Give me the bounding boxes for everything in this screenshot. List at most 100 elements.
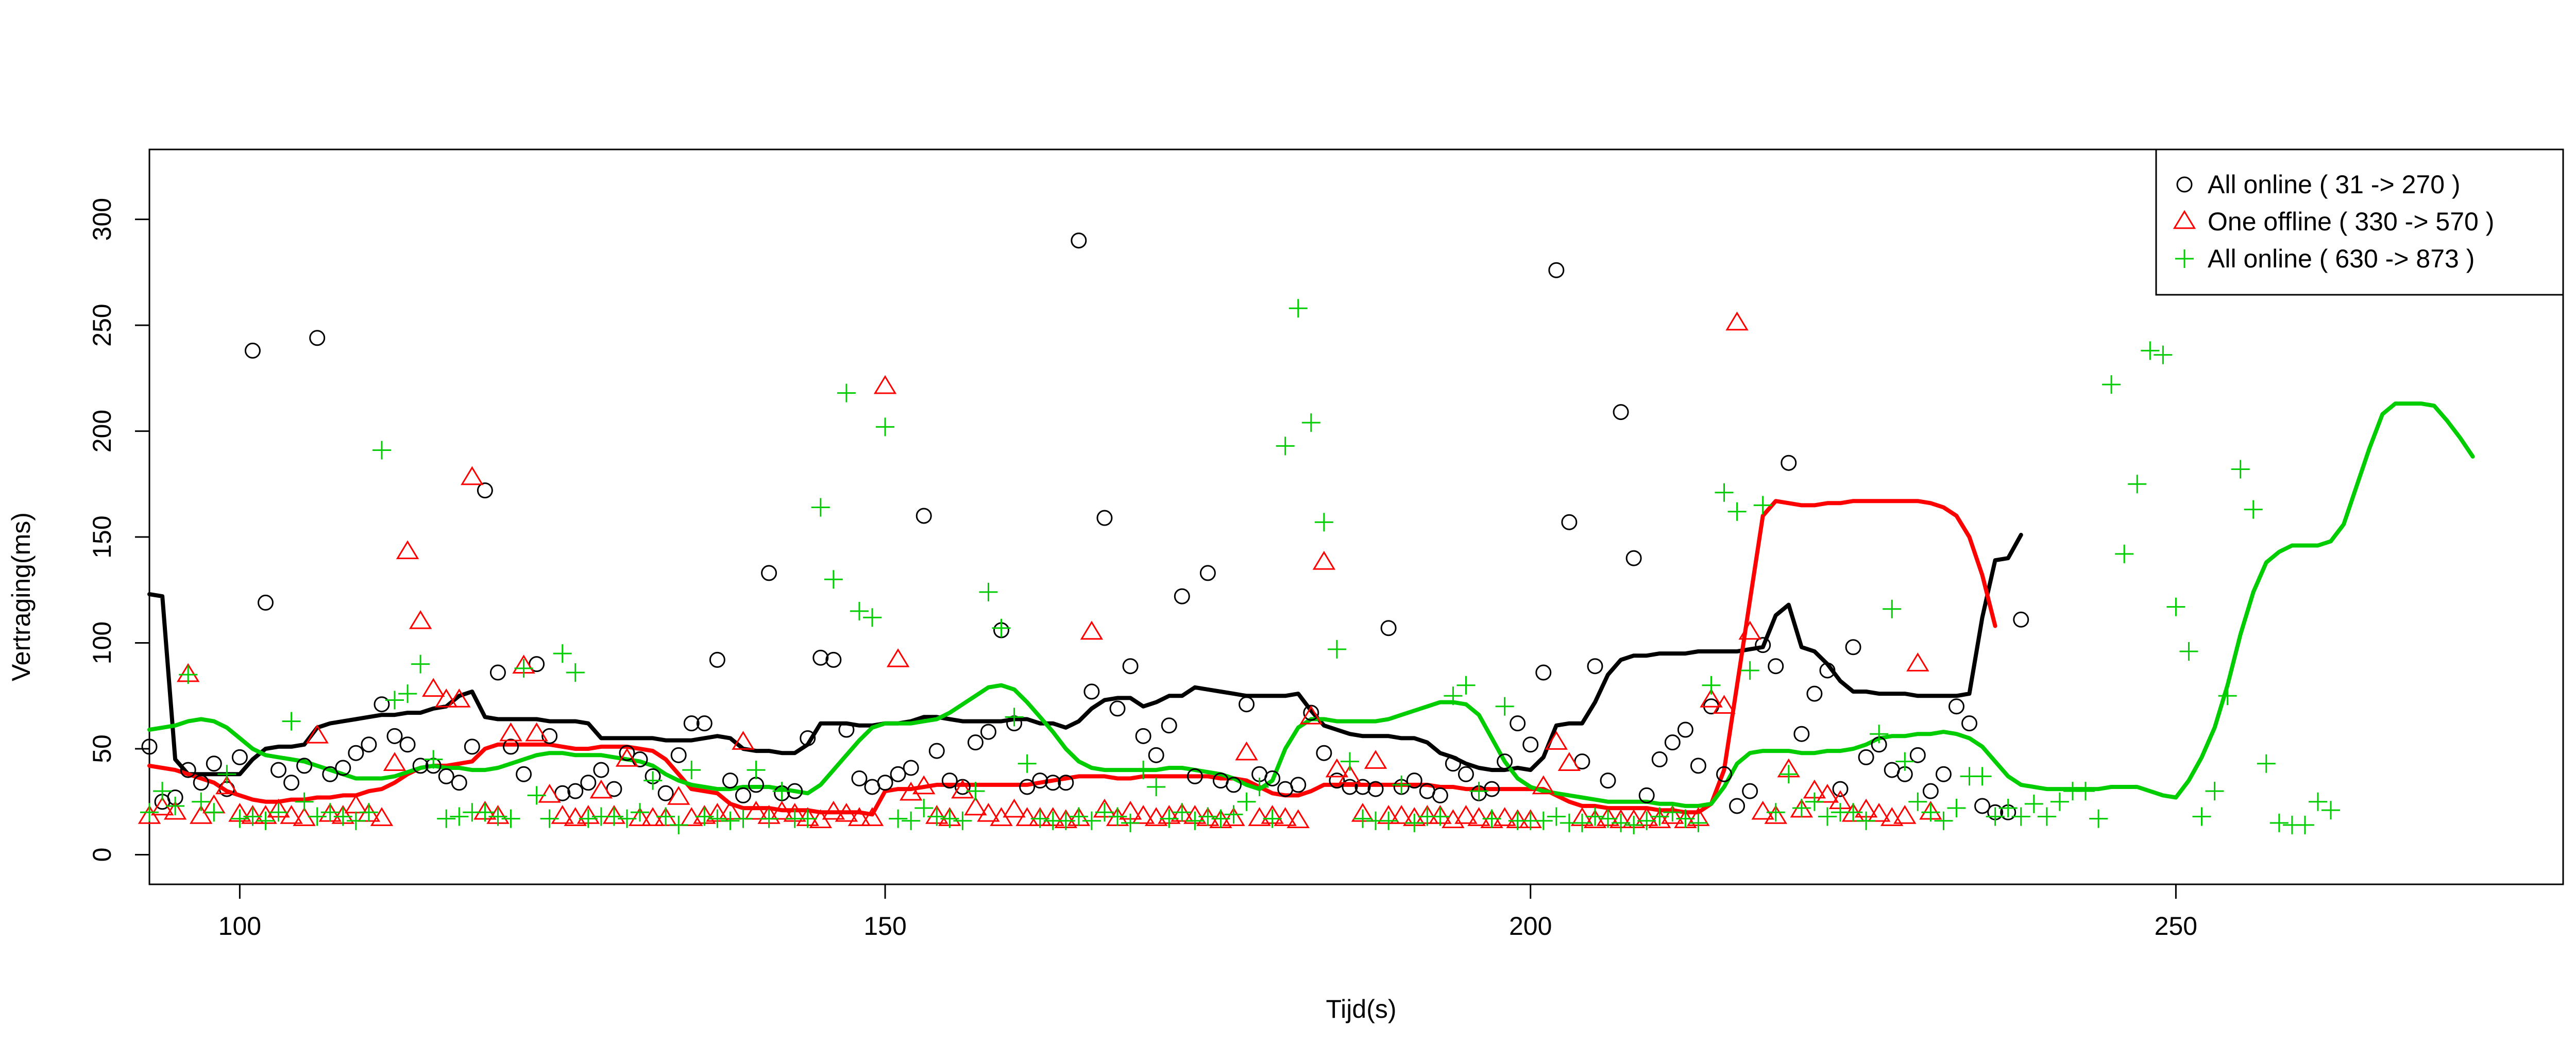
- series-2-point: [1015, 807, 1039, 826]
- series-3-point: [1224, 805, 1243, 824]
- series-3-point: [385, 691, 404, 710]
- series-2-point: [1713, 695, 1736, 714]
- series-3-point: [902, 811, 921, 830]
- series-3-point: [269, 803, 288, 822]
- series-3-point: [966, 782, 985, 801]
- series-1-point: [374, 696, 390, 713]
- series-1-point: [1445, 755, 1461, 772]
- axes-layer: 100 150 200 250 0 50 100 150 200 250 300: [88, 148, 2564, 941]
- y-tick-label: 0: [88, 848, 116, 862]
- series-3-point: [2321, 801, 2341, 820]
- series-1-point: [890, 766, 906, 782]
- series-3-point: [656, 807, 675, 826]
- series-3-point: [889, 809, 908, 828]
- series-3-point: [450, 807, 469, 826]
- series-3-point: [979, 582, 998, 601]
- series-1-point: [541, 728, 558, 744]
- series-2-point: [1389, 805, 1413, 824]
- series-1-point: [1625, 550, 1642, 566]
- series-3-point: [876, 417, 895, 436]
- series-1-point: [1909, 747, 1926, 763]
- series-3-point: [2218, 686, 2237, 706]
- series-1-point: [1432, 787, 1448, 803]
- series-1-point: [1367, 781, 1384, 797]
- series-3-point: [1715, 483, 1734, 502]
- series-3-point: [411, 654, 430, 674]
- series-2-point: [461, 466, 484, 485]
- legend-label-2: One offline ( 330 -> 570 ): [2208, 207, 2494, 236]
- series-3-point: [1379, 811, 1398, 830]
- series-3-point: [1005, 708, 1024, 727]
- series-3-point: [1766, 803, 1785, 822]
- series-1-point: [1948, 698, 1964, 715]
- series-2-point: [744, 800, 768, 820]
- series-2-point: [1906, 652, 1929, 671]
- series-3-point: [1431, 807, 1450, 826]
- series-1-point: [1161, 717, 1177, 734]
- series-3-point: [1198, 807, 1217, 826]
- series-1-point: [1329, 772, 1345, 789]
- series-2-point: [1325, 758, 1349, 778]
- legend: All online ( 31 -> 270 ) One offline ( 33…: [2155, 148, 2564, 296]
- series-3-point: [2141, 341, 2160, 360]
- legend-marker-1: [2176, 176, 2193, 193]
- series-1-point: [438, 768, 454, 784]
- series-3-point: [1134, 761, 1153, 780]
- series-1-point: [1832, 781, 1849, 797]
- series-3-point: [1250, 777, 1269, 796]
- series-2-point: [1532, 775, 1555, 795]
- series-3-point: [333, 807, 352, 826]
- series-3-point: [514, 659, 533, 678]
- series-3-point: [2128, 475, 2147, 494]
- series-3-point: [1934, 811, 1953, 830]
- series-3-point: [1753, 496, 1772, 515]
- series-3-point: [501, 809, 520, 828]
- series-1-point: [231, 749, 248, 765]
- series-1-point: [709, 651, 725, 668]
- y-tick-label: 250: [88, 304, 116, 346]
- data-points: [138, 232, 2341, 834]
- series-1-point: [1806, 685, 1823, 702]
- series-3-point: [1289, 299, 1308, 318]
- series-1-point: [1561, 514, 1578, 530]
- series-3-point: [1689, 813, 1708, 832]
- series-3-point: [1844, 803, 1863, 822]
- series-3-point: [2011, 807, 2030, 826]
- series-2-point: [860, 807, 884, 826]
- series-3-point: [1405, 813, 1424, 832]
- series-1-point: [877, 775, 893, 791]
- series-1-point: [619, 745, 635, 761]
- series-1-point: [1019, 779, 1036, 795]
- series-3-point: [1612, 813, 1631, 832]
- series-3-point: [230, 809, 249, 828]
- series-3-point: [140, 803, 159, 822]
- series-1-point: [1819, 662, 1836, 679]
- series-1-point: [1290, 777, 1307, 793]
- series-3-point: [540, 809, 559, 828]
- x-tick-label: 200: [1509, 912, 1552, 941]
- series-1-point: [296, 758, 313, 774]
- series-2-point: [409, 610, 432, 629]
- series-2-point: [886, 648, 910, 667]
- series-3-point: [1585, 807, 1604, 826]
- series-3-point: [953, 811, 972, 830]
- series-3-point: [1663, 803, 1682, 822]
- series-1-point: [941, 772, 958, 789]
- series-3-point: [1986, 807, 2005, 826]
- series-3-point: [1069, 807, 1088, 826]
- series-3-point: [243, 807, 262, 826]
- series-3-point: [1237, 792, 1256, 811]
- series-1-point: [502, 738, 519, 755]
- series-1-point: [1651, 751, 1668, 768]
- x-tick-label: 100: [218, 912, 261, 941]
- series-3-point: [1482, 809, 1501, 828]
- series-3-point: [850, 601, 869, 620]
- series-1-point: [141, 738, 158, 755]
- series-3-point: [2024, 794, 2043, 813]
- series-3-point: [1056, 811, 1075, 830]
- series-1-point: [980, 724, 996, 740]
- series-1-point: [1793, 726, 1810, 742]
- series-1-point: [722, 772, 738, 789]
- series-3-point: [1534, 811, 1553, 830]
